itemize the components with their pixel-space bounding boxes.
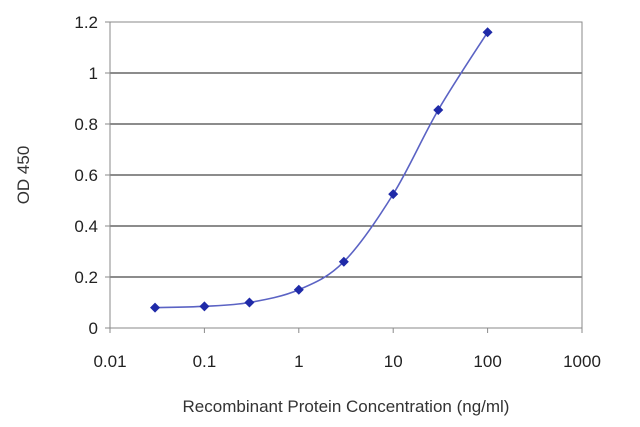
data-point-marker [433, 104, 444, 115]
x-tick-label: 10 [384, 352, 403, 371]
x-tick-label: 1000 [563, 352, 601, 371]
grid-layer [110, 72, 582, 278]
x-tick-label: 1 [294, 352, 303, 371]
tick-layer: 0 0.2 0.4 0.6 0.8 1 1.2 0.01 0.1 1 10 100 1000 [74, 13, 601, 371]
y-tick-label: 0.6 [74, 166, 98, 185]
y-tick-label: 0 [89, 319, 98, 338]
y-tick-label: 0.2 [74, 268, 98, 287]
series-line [155, 31, 489, 309]
data-point-marker [199, 301, 210, 312]
data-point-marker [482, 27, 493, 38]
x-axis-title: Recombinant Protein Concentration (ng/ml… [183, 397, 510, 416]
y-tick-label: 1 [89, 64, 98, 83]
data-point-marker [244, 297, 255, 308]
x-tick-label: 0.1 [193, 352, 217, 371]
y-tick-label: 0.4 [74, 217, 98, 236]
data-point-marker [293, 284, 304, 295]
data-point-marker [338, 256, 349, 267]
y-axis-title: OD 450 [14, 146, 33, 205]
x-tick-label: 100 [473, 352, 501, 371]
y-tick-label: 0.8 [74, 115, 98, 134]
x-tick-label: 0.01 [93, 352, 126, 371]
data-point-marker [150, 302, 161, 313]
data-point-marker [388, 189, 399, 200]
series-layer [150, 27, 493, 313]
y-tick-label: 1.2 [74, 13, 98, 32]
